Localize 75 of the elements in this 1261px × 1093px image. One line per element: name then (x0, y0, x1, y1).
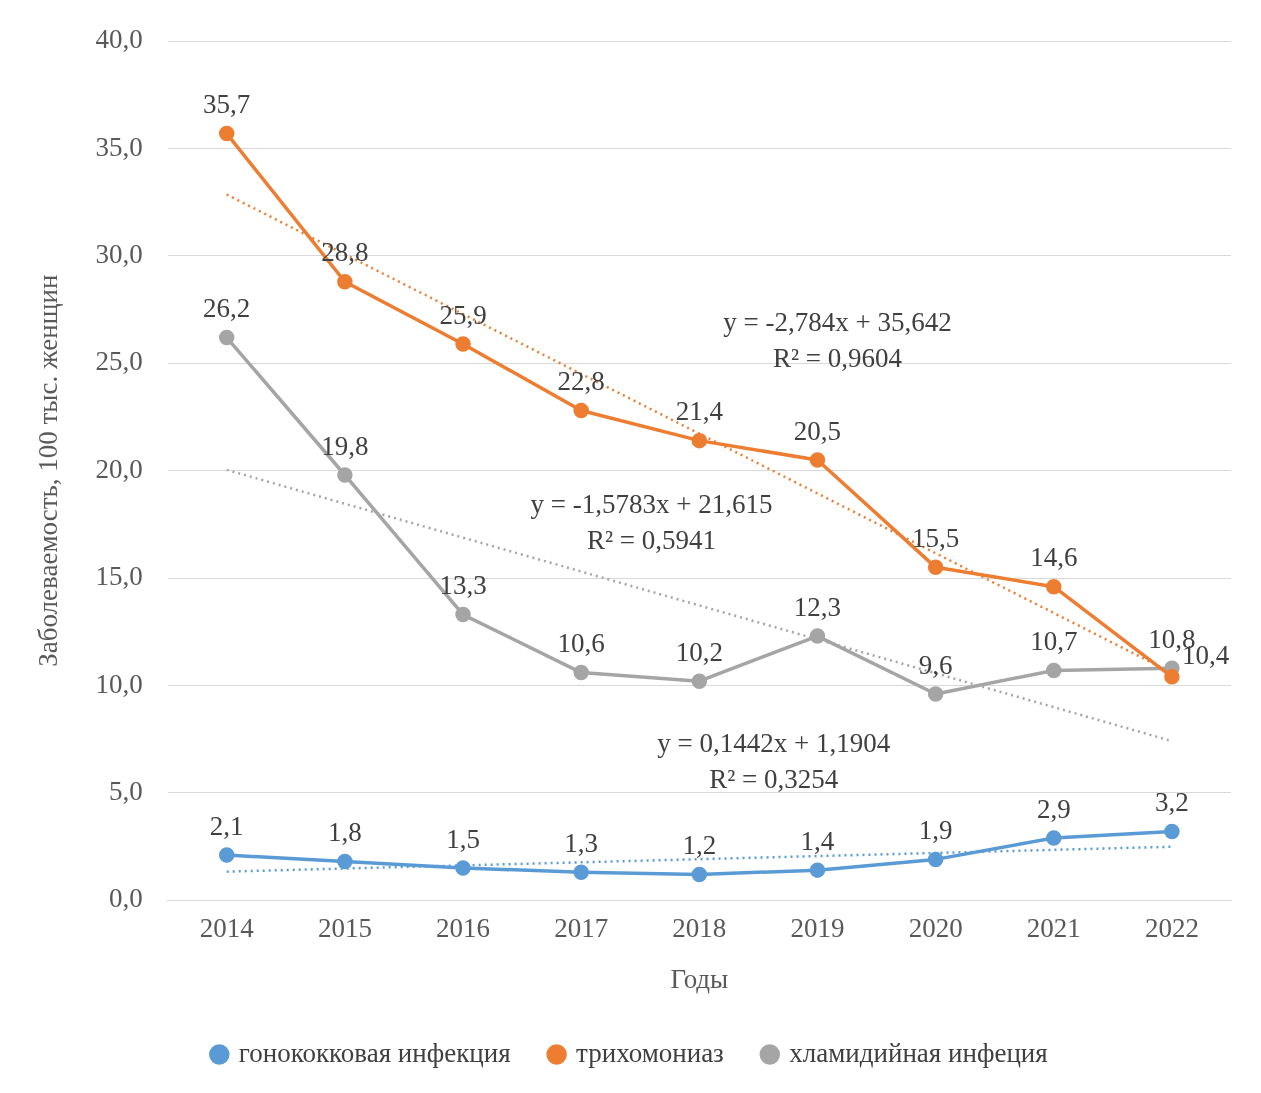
point (691, 866, 708, 883)
data-label: 10,7 (1030, 626, 1078, 657)
y-tick-label: 10,0 (95, 668, 143, 699)
y-tick-label: 20,0 (95, 453, 143, 484)
y-tick-label: 30,0 (95, 239, 143, 270)
x-tick-label: 2015 (317, 913, 372, 944)
x-tick-label: 2018 (672, 913, 727, 944)
data-label: 19,8 (321, 430, 369, 461)
point (218, 329, 235, 346)
point (1046, 830, 1062, 846)
point (573, 864, 589, 881)
data-label: 1,4 (800, 825, 835, 856)
point (1046, 578, 1062, 595)
x-tick-label: 2019 (790, 913, 845, 944)
data-label: 14,6 (1030, 542, 1078, 573)
point (573, 664, 589, 681)
data-label: 9,6 (918, 649, 953, 680)
point (691, 432, 708, 449)
data-label: 15,5 (912, 522, 960, 553)
data-label: 2,1 (209, 810, 244, 841)
x-tick-label: 2022 (1144, 913, 1199, 944)
data-label: 26,2 (203, 293, 251, 324)
point (337, 467, 353, 483)
data-label: 20,5 (793, 415, 842, 446)
point (809, 862, 826, 878)
y-tick-label: 40,0 (95, 24, 143, 55)
x-tick-label: 2021 (1026, 913, 1081, 944)
point (218, 847, 235, 863)
point (218, 125, 235, 142)
data-label: 10,2 (675, 636, 723, 667)
data-label: 35,7 (203, 89, 251, 120)
y-axis-title: Заболеваемость, 100 тыс. женщин (33, 274, 64, 667)
point (1164, 669, 1180, 685)
annotation: y = 0,1442x + 1,1904 R² = 0,3254 (657, 727, 891, 794)
annotation: y = -2,784x + 35,642 R² = 0,9604 (723, 306, 952, 373)
point (455, 606, 471, 623)
legend-label: хламидийная инфеция (789, 1037, 1048, 1068)
legend-label: трихомониаз (576, 1037, 724, 1068)
point (809, 452, 826, 468)
data-label: 22,8 (557, 366, 605, 397)
data-label: 13,3 (439, 570, 487, 601)
legend-label: гонококковая инфекция (238, 1037, 511, 1068)
y-tick-label: 5,0 (108, 775, 143, 806)
point (1046, 662, 1062, 679)
y-tick-label: 0,0 (108, 883, 143, 914)
y-tick-label: 25,0 (95, 346, 143, 377)
annotation: y = -1,5783x + 21,615 R² = 0,5941 (530, 489, 773, 556)
data-label: 1,5 (446, 823, 480, 854)
data-label: 1,8 (328, 817, 362, 848)
y-tick-label: 15,0 (95, 561, 143, 592)
point (455, 860, 471, 876)
data-label: 1,2 (682, 830, 717, 861)
x-axis-title: Годы (670, 963, 729, 994)
data-label: 1,3 (564, 827, 599, 858)
y-tick-label: 35,0 (95, 131, 143, 162)
data-label: 12,3 (793, 591, 842, 622)
data-label: 3,2 (1155, 787, 1189, 818)
point (927, 851, 944, 868)
data-label: 21,4 (675, 396, 724, 427)
x-tick-label: 2017 (554, 913, 609, 944)
x-tick-label: 2016 (436, 913, 491, 944)
point (927, 686, 944, 702)
point (337, 853, 353, 870)
point (1164, 823, 1180, 840)
point (927, 559, 944, 576)
point (337, 273, 353, 290)
x-tick-label: 2020 (908, 913, 963, 944)
x-tick-label: 2014 (199, 913, 255, 944)
data-label: 10,6 (557, 628, 605, 659)
data-label: 1,9 (918, 814, 953, 845)
data-label: 2,9 (1036, 793, 1071, 824)
point (455, 336, 471, 352)
point (691, 673, 708, 689)
point (809, 628, 826, 644)
point (573, 402, 589, 419)
